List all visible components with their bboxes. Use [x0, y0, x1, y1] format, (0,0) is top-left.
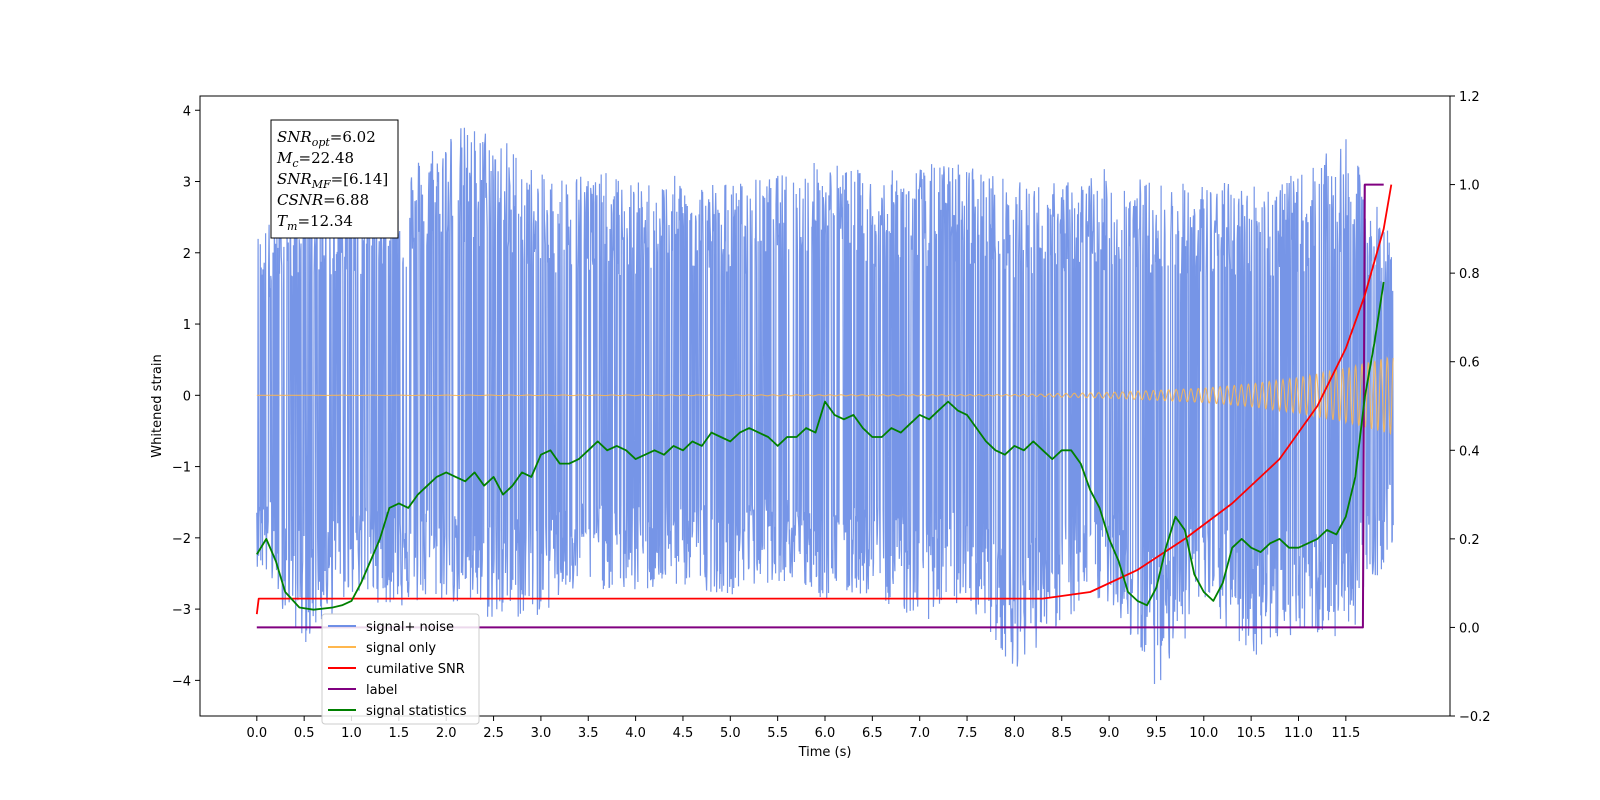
y2-tick-label: 0.0: [1459, 621, 1480, 636]
y2-tick-label: 0.8: [1459, 267, 1480, 282]
y-tick-label: 1: [183, 318, 191, 333]
y-tick-label: 3: [183, 176, 191, 191]
plot-area: [255, 127, 1394, 685]
x-tick-label: 4.0: [625, 726, 646, 741]
x-tick-label: 11.5: [1331, 726, 1360, 741]
y2-tick-label: 1.0: [1459, 179, 1480, 194]
legend-frame: [321, 613, 480, 725]
annotation-line: Mc=22.48: [276, 149, 354, 170]
legend-label: cumilative SNR: [366, 662, 465, 677]
x-tick-label: 6.0: [815, 726, 836, 741]
x-tick-label: 11.0: [1284, 726, 1313, 741]
x-tick-label: 4.5: [673, 726, 694, 741]
annotation-line: SNRMF=[6.14]: [277, 170, 388, 191]
x-tick-label: 5.5: [767, 726, 788, 741]
y2-tick-label: 1.2: [1459, 90, 1480, 105]
y-tick-label: 4: [183, 104, 191, 119]
x-tick-label: 1.0: [341, 726, 362, 741]
y2-tick-label: −0.2: [1459, 710, 1491, 725]
y2-tick-label: 0.4: [1459, 444, 1480, 459]
y-tick-label: −3: [172, 603, 191, 618]
y-tick-label: −1: [172, 461, 191, 476]
y-tick-label: −4: [172, 674, 191, 689]
x-tick-label: 10.5: [1237, 726, 1266, 741]
x-tick-label: 3.0: [531, 726, 552, 741]
y2-tick-label: 0.2: [1459, 533, 1480, 548]
y-tick-label: 0: [183, 389, 191, 404]
x-tick-label: 0.0: [246, 726, 267, 741]
annotation-box: SNRopt=6.02Mc=22.48SNRMF=[6.14]CSNR=6.88…: [270, 119, 399, 239]
annotation-frame: [270, 119, 399, 239]
x-tick-label: 5.0: [720, 726, 741, 741]
y-tick-label: 2: [183, 247, 191, 262]
legend: signal+ noise signal only cumilative SNR la…: [321, 613, 480, 725]
legend-label: signal statistics: [366, 704, 467, 719]
x-tick-label: 3.5: [578, 726, 599, 741]
x-tick-label: 6.5: [862, 726, 883, 741]
x-tick-label: 2.0: [436, 726, 457, 741]
series-signal-statistics-line: [256, 281, 1385, 611]
x-tick-label: 9.5: [1146, 726, 1167, 741]
x-tick-label: 2.5: [483, 726, 504, 741]
annotation-line: CSNR=6.88: [277, 191, 369, 209]
y-axis-left: −4 −3 −2 −1 0 1 2 3 4: [172, 104, 200, 689]
x-tick-label: 7.5: [957, 726, 978, 741]
x-tick-label: 1.5: [389, 726, 410, 741]
x-tick-label: 8.0: [1004, 726, 1025, 741]
x-axis-title: Time (s): [798, 745, 852, 760]
annotation-line: Tm=12.34: [277, 212, 353, 233]
y-axis-right: −0.2 0.0 0.2 0.4 0.6 0.8 1.0 1.2: [1450, 90, 1491, 725]
legend-label: label: [366, 683, 397, 698]
series-cumulative-snr-line: [255, 184, 1393, 615]
series-signal-only-line: [256, 356, 1394, 436]
x-tick-label: 9.0: [1099, 726, 1120, 741]
x-tick-label: 10.0: [1189, 726, 1218, 741]
x-axis: 0.0 0.5 1.0 1.5 2.0 2.5 3.0 3.5 4.0 4.5 5.0 5.5 6.0 6…: [246, 716, 1360, 741]
legend-label: signal+ noise: [366, 620, 454, 635]
x-tick-label: 8.5: [1051, 726, 1072, 741]
series-signal-noise-line: [256, 127, 1394, 685]
y2-tick-label: 0.6: [1459, 356, 1480, 371]
y-axis-title: Whitened strain: [150, 354, 165, 457]
x-tick-label: 0.5: [294, 726, 315, 741]
x-tick-label: 7.0: [909, 726, 930, 741]
legend-label: signal only: [366, 641, 436, 656]
annotation-line: SNRopt=6.02: [277, 128, 376, 149]
y-tick-label: −2: [172, 532, 191, 547]
